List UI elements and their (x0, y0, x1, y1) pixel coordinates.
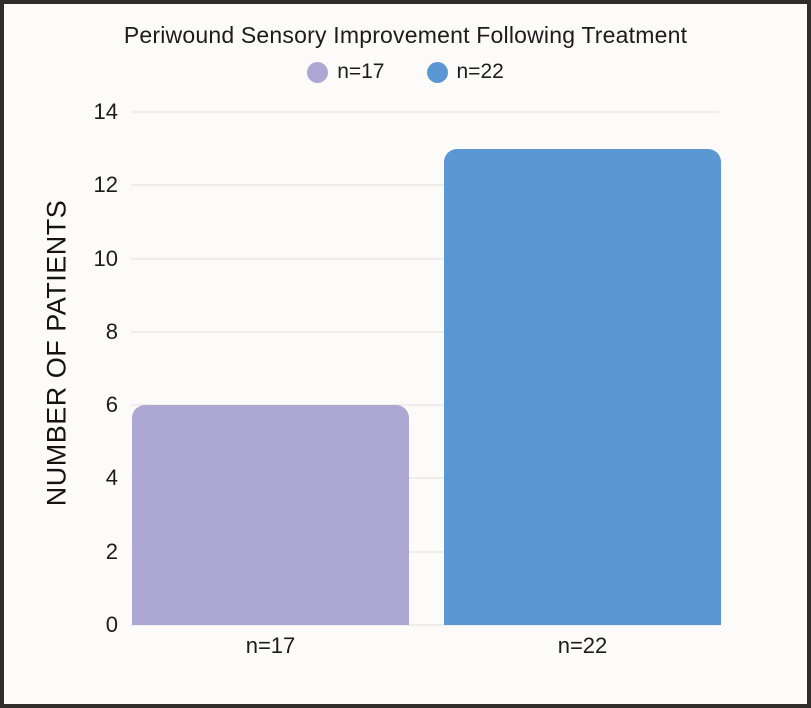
y-tick-label-0: 0 (105, 612, 118, 637)
gridline-10 (131, 257, 719, 260)
legend-label: n=17 (337, 60, 385, 83)
legend-item-n=22: n=22 (426, 60, 504, 84)
y-tick-label-2: 2 (105, 538, 118, 564)
legend: n=17 n=22 (4, 60, 807, 84)
y-tick-label-10: 10 (93, 245, 118, 271)
gridline-8 (131, 330, 719, 333)
gridline-12 (131, 184, 719, 187)
legend-item-n=17: n=17 (307, 60, 385, 84)
gridline-6 (131, 404, 719, 407)
x-tick-label-n=22: n=22 (557, 633, 608, 658)
bar-n=22 (444, 149, 721, 625)
gridline-2 (131, 550, 719, 553)
y-tick-label-8: 8 (105, 318, 118, 344)
legend-swatch-icon (307, 61, 329, 83)
bar-n=17 (132, 405, 409, 625)
y-tick-label-12: 12 (93, 172, 118, 198)
y-tick-label-6: 6 (105, 392, 118, 418)
x-tick-label-n=17: n=17 (245, 633, 296, 658)
gridline-14 (131, 111, 719, 113)
chart-title: Periwound Sensory Improvement Following … (123, 22, 688, 48)
y-tick-label-14: 14 (93, 99, 118, 124)
y-tick-label-4: 4 (105, 465, 118, 491)
legend-label: n=22 (456, 60, 504, 83)
gridline-4 (131, 477, 719, 480)
legend-swatch-icon (426, 61, 448, 83)
gridline-0 (131, 624, 719, 626)
